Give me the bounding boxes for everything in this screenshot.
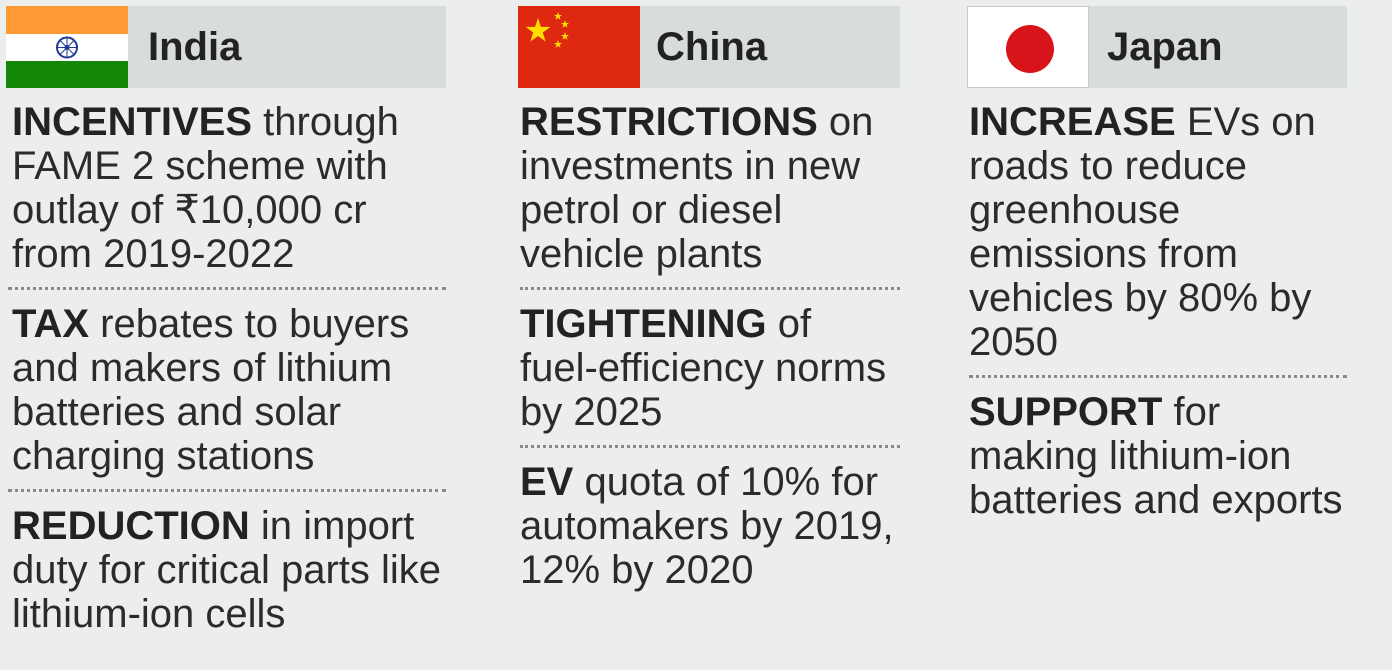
india-flag-icon xyxy=(6,6,128,88)
country-name-china: China xyxy=(656,25,768,69)
item-text: EVs on roads to reduce greenhouse emissi… xyxy=(969,100,1316,364)
japan-header: Japan xyxy=(967,6,1347,88)
item-text: in import duty for critical parts like l… xyxy=(12,504,442,636)
country-name-india: India xyxy=(148,25,242,69)
india-header: India xyxy=(6,6,446,88)
china-item-ev-quota: EV quota of 10% for automakers by 2019, … xyxy=(518,460,900,592)
item-lead: INCENTIVES xyxy=(12,100,253,144)
japan-item-increase: INCREASE EVs on roads to reduce greenhou… xyxy=(967,100,1347,364)
country-name-japan: Japan xyxy=(1107,25,1223,69)
divider xyxy=(8,287,446,290)
item-text: through FAME 2 scheme with outlay of ₹10… xyxy=(12,100,399,276)
divider xyxy=(969,375,1347,378)
china-item-restrictions: RESTRICTIONS on investments in new petro… xyxy=(518,100,900,276)
japan-item-support: SUPPORT for making lithium-ion batteries… xyxy=(967,390,1347,522)
item-lead: INCREASE xyxy=(969,100,1176,144)
japan-flag-icon xyxy=(967,6,1089,88)
china-header: China xyxy=(518,6,900,88)
item-text: rebates to buyers and makers of lithium … xyxy=(12,302,410,478)
item-lead: TAX xyxy=(12,302,90,346)
divider xyxy=(520,445,900,448)
china-item-tightening: TIGHTENING of fuel-efficiency norms by 2… xyxy=(518,302,900,434)
item-text: for making lithium-ion batteries and exp… xyxy=(969,390,1343,522)
item-lead: SUPPORT xyxy=(969,390,1163,434)
item-text: on investments in new petrol or diesel v… xyxy=(520,100,874,276)
item-lead: EV xyxy=(520,460,574,504)
divider xyxy=(8,489,446,492)
china-flag-icon xyxy=(518,6,640,88)
india-item-tax: TAX rebates to buyers and makers of lith… xyxy=(6,302,446,478)
india-item-reduction: REDUCTION in import duty for critical pa… xyxy=(6,504,446,636)
divider xyxy=(520,287,900,290)
item-text: quota of 10% for automakers by 2019, 12%… xyxy=(520,460,894,592)
item-lead: RESTRICTIONS xyxy=(520,100,818,144)
japan-column: Japan INCREASE EVs on roads to reduce gr… xyxy=(967,6,1347,522)
china-column: China RESTRICTIONS on investments in new… xyxy=(518,6,900,592)
item-lead: REDUCTION xyxy=(12,504,250,548)
india-item-incentives: INCENTIVES through FAME 2 scheme with ou… xyxy=(6,100,446,276)
india-column: India INCENTIVES through FAME 2 scheme w… xyxy=(6,6,446,636)
item-text: of fuel-efficiency norms by 2025 xyxy=(520,302,887,434)
item-lead: TIGHTENING xyxy=(520,302,767,346)
